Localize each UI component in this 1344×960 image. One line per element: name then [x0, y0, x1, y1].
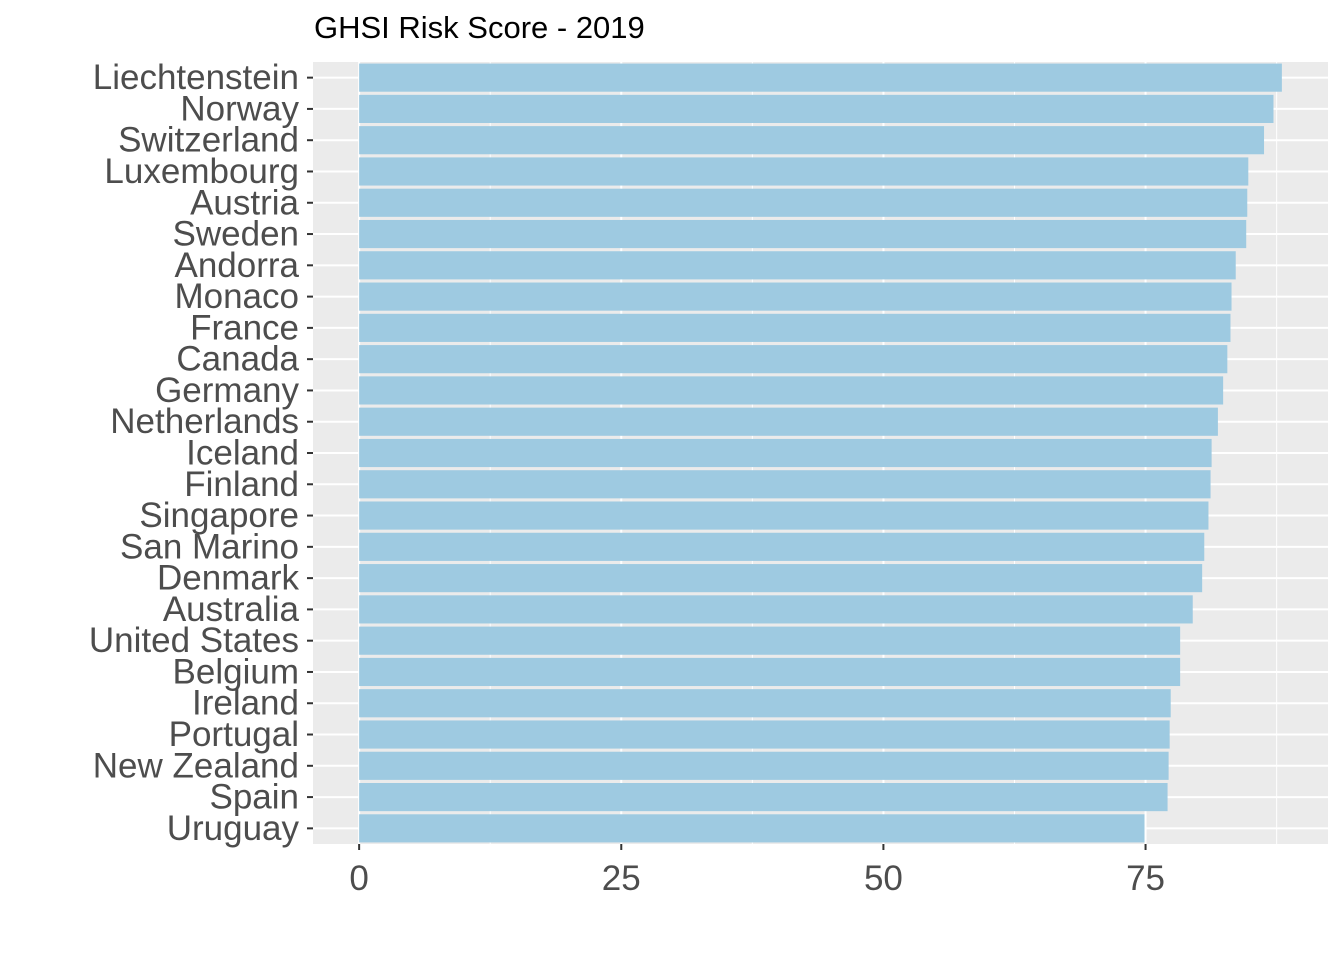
y-tick-label: Iceland: [186, 434, 299, 473]
bar-switzerland: [359, 126, 1265, 155]
y-tick-label: Spain: [209, 778, 299, 817]
y-tick-label: Australia: [163, 590, 300, 629]
bar-luxembourg: [359, 157, 1249, 186]
bar-iceland: [359, 438, 1212, 468]
y-tick-label: Sweden: [173, 215, 299, 254]
x-tick-label: 50: [864, 859, 903, 898]
y-tick-label: Belgium: [173, 652, 299, 691]
bar-norway: [359, 94, 1274, 123]
y-tick-label: Liechtenstein: [93, 58, 299, 97]
bar-germany: [359, 376, 1224, 405]
y-tick-label: New Zealand: [93, 746, 299, 785]
bar-san-marino: [359, 532, 1205, 561]
y-tick-label: Uruguay: [167, 809, 300, 848]
y-tick-label: Norway: [180, 89, 299, 128]
bar-australia: [359, 595, 1193, 624]
y-tick-label: Canada: [176, 340, 299, 379]
bar-new-zealand: [359, 751, 1169, 780]
bar-portugal: [359, 720, 1170, 749]
x-tick-label: 25: [602, 859, 641, 898]
y-tick-label: Singapore: [139, 496, 299, 535]
bar-finland: [359, 470, 1211, 499]
y-tick-label: France: [190, 308, 299, 347]
y-tick-label: Austria: [190, 183, 299, 222]
bar-spain: [359, 783, 1168, 812]
x-tick-label: 75: [1126, 859, 1165, 898]
bar-singapore: [359, 501, 1209, 530]
bar-andorra: [359, 251, 1236, 280]
bar-canada: [359, 345, 1228, 374]
y-tick-label: Germany: [155, 371, 299, 410]
bar-united-states: [359, 626, 1181, 655]
x-tick-label: 0: [349, 859, 368, 898]
bar-sweden: [359, 219, 1247, 249]
y-tick-label: San Marino: [120, 527, 299, 566]
bar-france: [359, 313, 1231, 342]
y-tick-label: Netherlands: [110, 402, 299, 441]
y-tick-label: Switzerland: [118, 121, 299, 160]
y-tick-label: Luxembourg: [104, 152, 299, 191]
y-tick-label: Monaco: [174, 277, 299, 316]
y-tick-label: Finland: [184, 465, 299, 504]
y-tick-label: Portugal: [169, 715, 299, 754]
bar-liechtenstein: [359, 63, 1282, 92]
bar-austria: [359, 188, 1248, 217]
bar-netherlands: [359, 407, 1218, 436]
bar-ireland: [359, 689, 1171, 718]
bar-uruguay: [359, 814, 1145, 843]
y-tick-label: Andorra: [174, 246, 299, 285]
bar-monaco: [359, 282, 1232, 311]
y-tick-label: United States: [89, 621, 299, 660]
y-tick-label: Denmark: [157, 559, 299, 598]
chart-title: GHSI Risk Score - 2019: [314, 10, 645, 45]
bar-denmark: [359, 564, 1203, 593]
y-tick-label: Ireland: [192, 684, 299, 723]
bar-belgium: [359, 657, 1181, 687]
